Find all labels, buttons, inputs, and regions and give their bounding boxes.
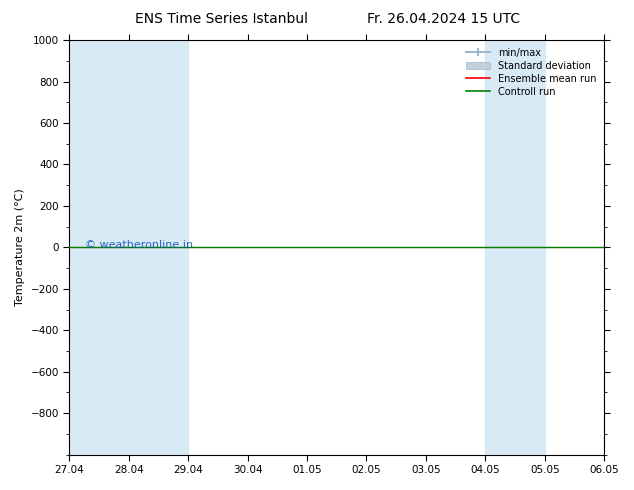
Legend: min/max, Standard deviation, Ensemble mean run, Controll run: min/max, Standard deviation, Ensemble me… — [463, 45, 599, 99]
Y-axis label: Temperature 2m (°C): Temperature 2m (°C) — [15, 189, 25, 306]
Bar — [69, 40, 188, 455]
Text: ENS Time Series Istanbul: ENS Time Series Istanbul — [136, 12, 308, 26]
Bar — [604, 40, 634, 455]
Bar — [486, 40, 545, 455]
Text: Fr. 26.04.2024 15 UTC: Fr. 26.04.2024 15 UTC — [367, 12, 521, 26]
Text: © weatheronline.in: © weatheronline.in — [86, 240, 193, 250]
